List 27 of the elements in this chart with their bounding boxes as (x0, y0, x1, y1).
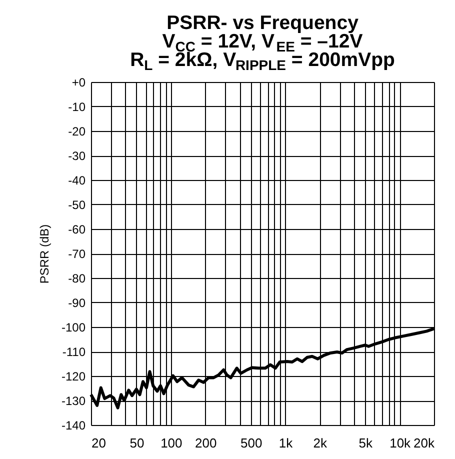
y-tick-label: -130 (61, 394, 86, 408)
x-tick-label: 500 (240, 436, 262, 450)
y-tick-label: -40 (68, 174, 86, 188)
x-tick-label: 1k (278, 436, 294, 450)
y-tick-label: -60 (68, 222, 86, 236)
text: PSRR- vs Frequency (166, 12, 358, 34)
y-tick-label: -10 (68, 100, 86, 114)
y-tick-label: -100 (61, 320, 86, 334)
y-tick-label: -110 (62, 345, 86, 359)
x-tick-label: 10k (390, 436, 412, 450)
x-tick-label: 20k (414, 436, 435, 450)
y-tick-label: -90 (68, 296, 86, 310)
x-tick-label: 100 (160, 436, 182, 450)
x-tick-label: 20 (92, 436, 106, 450)
y-tick-label: +0 (72, 76, 86, 90)
x-tick-label: 2k (313, 436, 328, 450)
y-tick-label: -140 (61, 418, 86, 432)
y-tick-label: -50 (68, 198, 86, 212)
x-tick-label: 200 (194, 436, 217, 450)
y-tick-label: -120 (61, 370, 86, 384)
x-tick-label: 5k (358, 436, 374, 450)
y-axis-title: PSRR (dB) (37, 224, 52, 284)
y-tick-label: -80 (68, 272, 86, 286)
y-tick-label: -70 (68, 247, 86, 261)
x-tick-label: 50 (130, 436, 144, 450)
y-tick-label: -30 (68, 149, 86, 163)
y-tick-label: -20 (68, 124, 86, 138)
